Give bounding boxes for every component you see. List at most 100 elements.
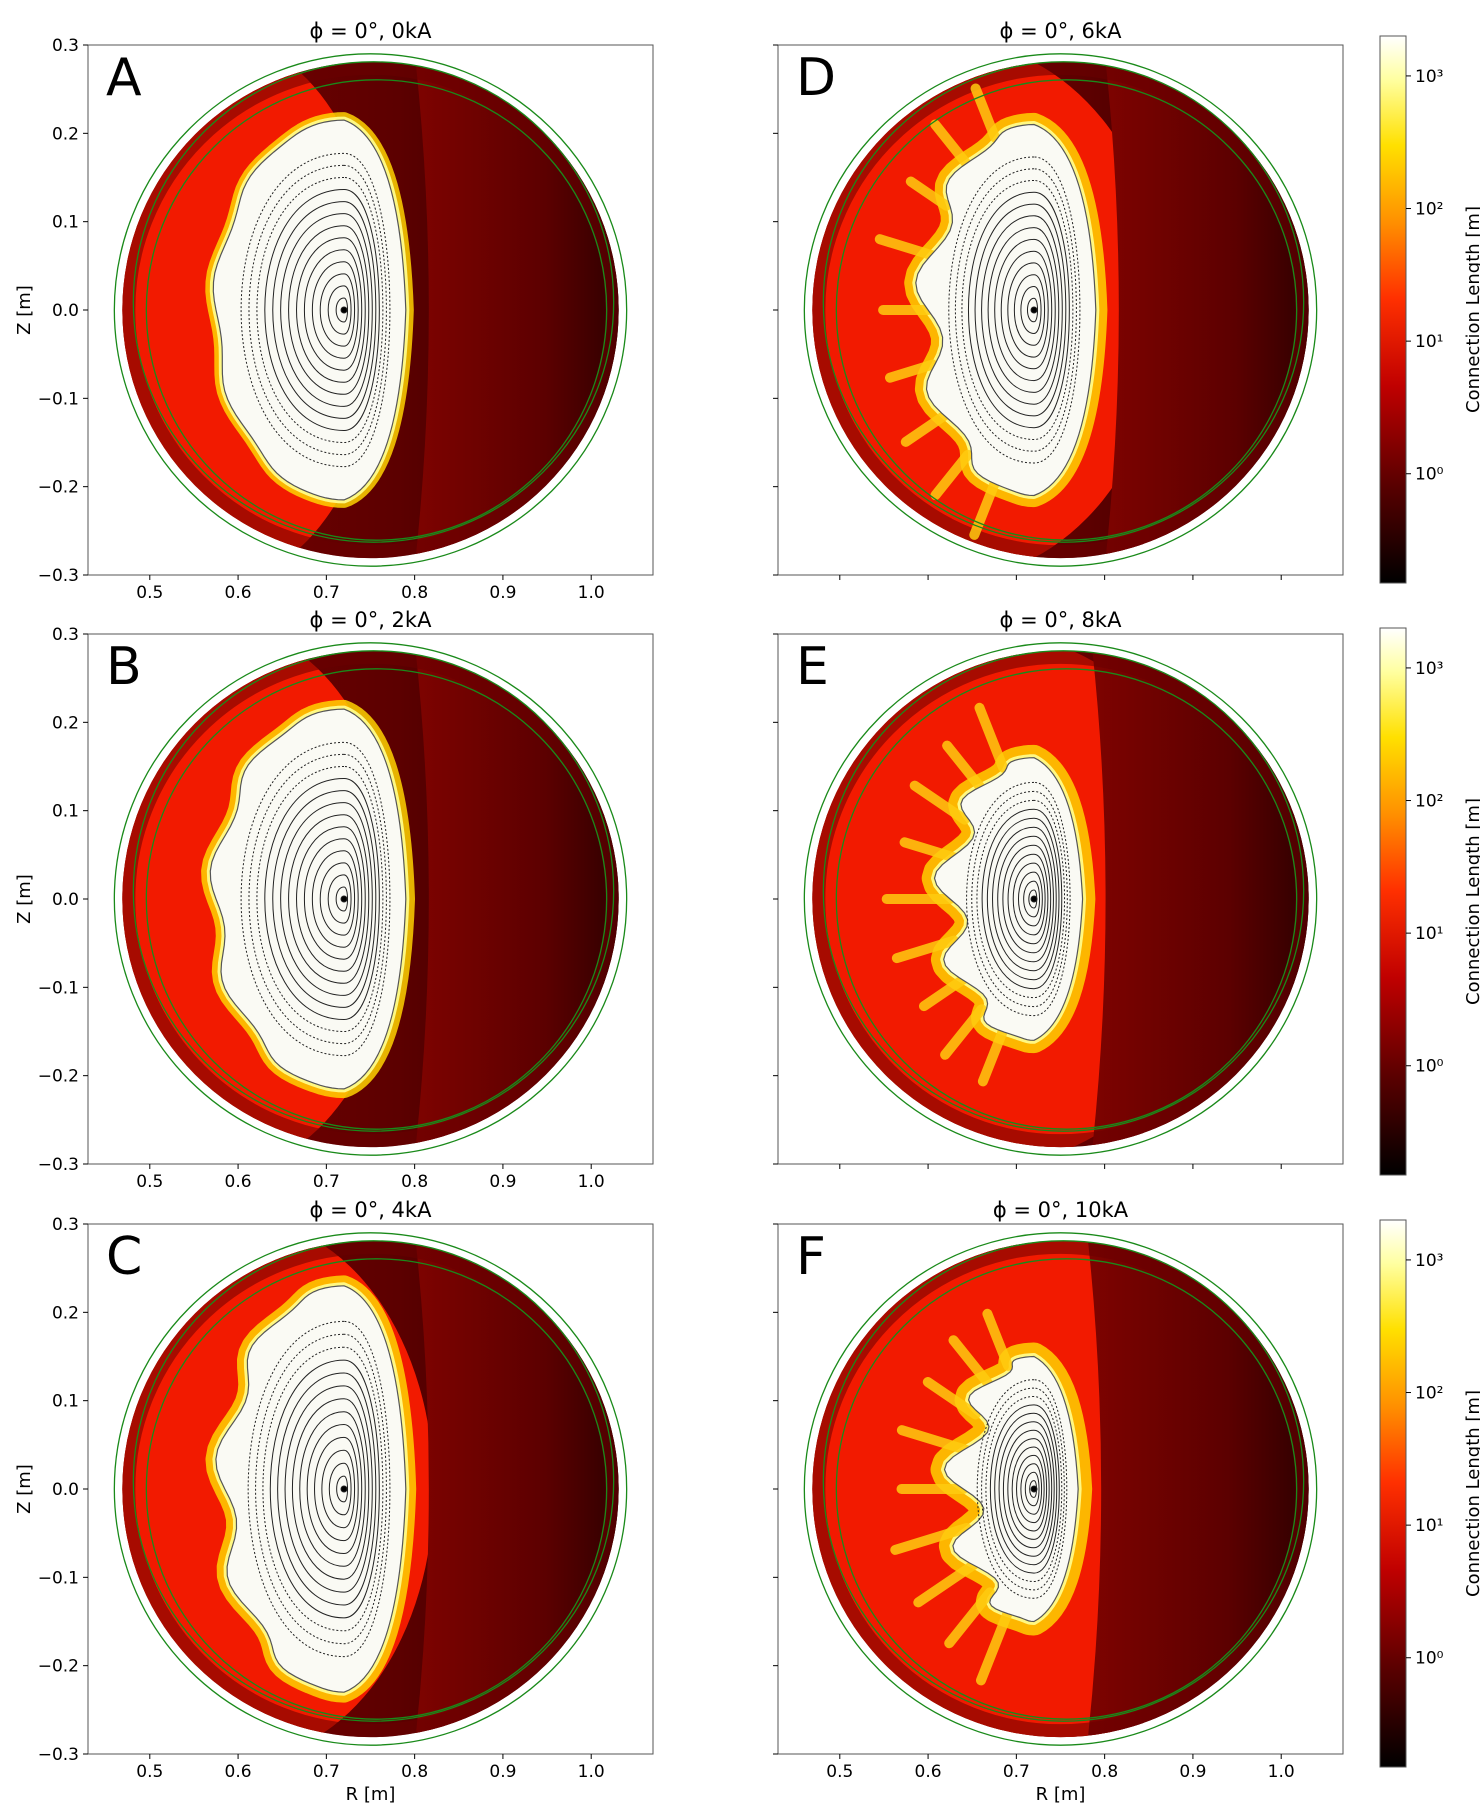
finger [948,1335,995,1391]
finger [909,780,970,825]
flux-surface [303,249,363,371]
y-axis: 0.3 0.2 0.1 0.0 −0.1 −0.2 −0.3 [38,1215,88,1765]
flux-surface [247,1320,391,1658]
flux-surface [255,1333,387,1645]
flux-surface [284,1385,373,1593]
mid-wall [822,61,1305,543]
y-axis: 0.3 0.2 0.1 0.0 −0.1 −0.2 −0.3 [38,36,88,586]
flux-surface [955,168,1077,452]
x-tick-label: 0.9 [489,583,516,603]
colorbar: 10³ 10² 10¹ 10⁰ Connection Length [m] [1379,35,1480,584]
flux-surface [1020,1463,1042,1515]
flux-surface [981,215,1063,405]
x-tick-label: 0.6 [915,1762,942,1782]
x-axis: 0.5 0.6 0.7 0.8 0.9 1.0 [136,1754,605,1782]
flux-surface [248,753,387,1045]
flux-surface [335,297,349,323]
flux-surface [303,838,363,960]
finger [899,837,959,863]
x-tick-label: 0.9 [489,1172,516,1192]
flux-surfaces [966,781,1071,1017]
panel-title: ϕ = 0°, 4kA [310,1198,433,1222]
x-tick-label: 1.0 [578,1762,605,1782]
confined-core [943,1355,1079,1623]
y-tick-label: −0.1 [38,389,79,409]
y-tick-label: −0.3 [38,1155,79,1175]
y-tick-label: 0.0 [52,1480,79,1500]
panel-letter: B [106,637,142,697]
flux-surface [987,227,1060,393]
panel-title: ϕ = 0°, 2kA [310,608,433,632]
colorbar-tick-label: 10¹ [1415,1516,1443,1536]
flux-surface [948,156,1081,464]
x-tick-label: 0.7 [313,1172,340,1192]
x-tick-label: 0.5 [136,1762,163,1782]
y-tick-label: 0.0 [52,890,79,910]
x-axis [839,575,1282,580]
flux-surface [264,188,380,432]
wall-outlines [113,1232,628,1746]
finger [976,1607,1013,1686]
x-tick-label: 0.7 [1003,1762,1030,1782]
outer-wall [113,1232,628,1746]
colorbar-tick-label: 10¹ [1415,924,1443,944]
flux-surface [976,799,1065,999]
finger [974,702,1009,773]
flux-surface [974,203,1067,417]
y-tick-label: −0.3 [38,1745,79,1765]
mid-wall [822,1240,1305,1722]
y-tick-label: 0.3 [52,625,79,645]
inner-wall [145,1258,608,1720]
flux-surface [1028,889,1038,909]
finger [982,1308,1013,1371]
panel-f: 0.5 0.6 0.7 0.8 0.9 1.0 ϕ = 0°, 10kA F R [m] [773,1198,1344,1805]
colorbar-tick-label: 10⁰ [1415,465,1444,485]
y-tick-label: −0.3 [38,566,79,586]
flux-surface [994,1412,1058,1566]
y-tick-label: −0.2 [38,478,79,498]
y-tick-label: 0.1 [52,213,79,233]
mid-wall [822,650,1305,1132]
flux-surface [997,835,1054,963]
panel-letter: D [796,48,836,108]
flux-surface [1017,871,1043,927]
y-axis [773,633,778,1165]
x-tick-label: 0.5 [136,583,163,603]
flux-surface [966,781,1071,1017]
colorbar-tick-label: 10² [1415,1384,1443,1404]
panel-title: ϕ = 0°, 8kA [1000,608,1123,632]
flux-surfaces [948,156,1081,464]
flux-surface [985,1395,1063,1583]
y-tick-label: −0.1 [38,978,79,998]
colorbar-gradient [1379,1219,1407,1768]
x-tick-label: 0.7 [313,1762,340,1782]
flux-surface [314,1436,359,1542]
colorbar-tick-label: 10³ [1415,659,1443,679]
flux-surface [1024,1471,1040,1507]
flux-surfaces [240,152,391,468]
panel-letter: F [796,1227,826,1287]
flux-surface [296,826,366,972]
confined-core [215,1285,407,1693]
y-axis: 0.3 0.2 0.1 0.0 −0.1 −0.2 −0.3 [38,625,88,1175]
x-tick-label: 0.5 [136,1172,163,1192]
inner-wall [145,668,608,1130]
flux-surface [288,225,370,395]
flux-surface [269,1359,380,1619]
panel-letter: C [106,1227,142,1287]
panel-a: 0.5 0.6 0.7 0.8 0.9 1.0 0.3 0.2 0.1 0.0 −0.1 −0.2 −0… [14,19,654,603]
outer-wall [803,642,1318,1156]
y-tick-label: 0.2 [52,124,79,144]
finger [900,409,952,447]
y-tick-label: −0.1 [38,1568,79,1588]
confined-core [209,708,407,1090]
colorbar-tick-label: 10⁰ [1415,1057,1444,1077]
x-axis-label: R [m] [346,1784,396,1805]
colorbar: 10³ 10² 10¹ 10⁰ Connection Length [m] [1379,627,1480,1176]
flux-surface [296,237,366,383]
finger [944,1587,995,1649]
flux-surface [306,1423,363,1555]
y-tick-label: 0.1 [52,802,79,822]
colorbar-gradient [1379,35,1407,584]
